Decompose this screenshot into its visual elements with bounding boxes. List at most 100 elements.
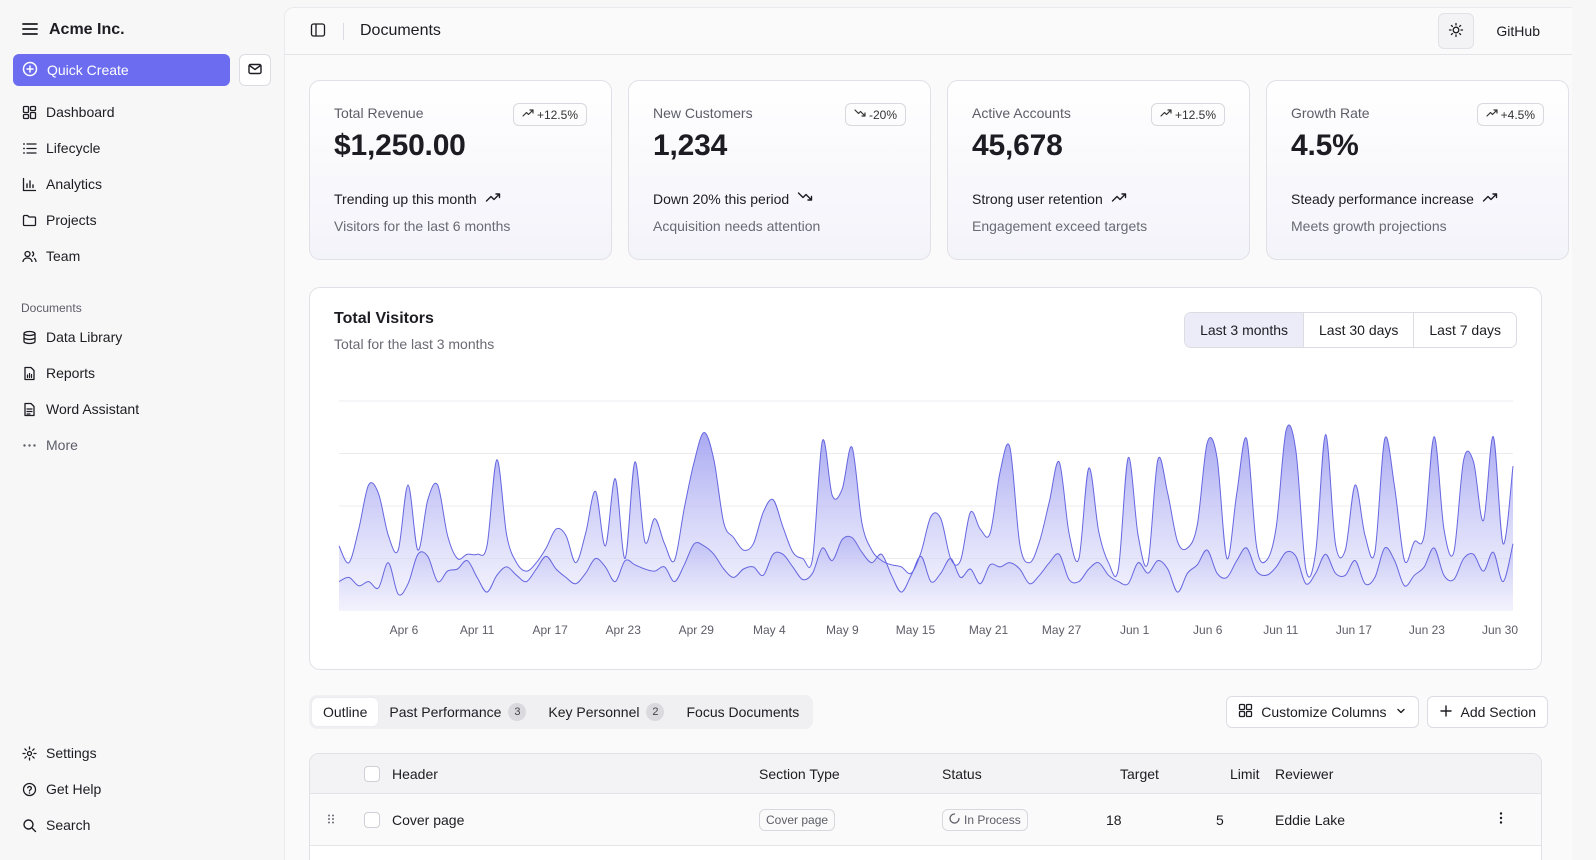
mail-icon: [247, 61, 263, 80]
tab-label: Outline: [323, 704, 368, 720]
status-badge: In Process: [942, 808, 1028, 831]
tab-key-personnel[interactable]: Key Personnel 2: [537, 698, 675, 726]
sidebar-item-label: Lifecycle: [46, 140, 101, 156]
trending-up-icon: [1111, 189, 1127, 208]
limit-value[interactable]: 5: [1216, 811, 1224, 828]
x-tick-label: Jun 17: [1336, 623, 1372, 637]
card-description: Engagement exceed targets: [972, 218, 1148, 234]
tab-outline[interactable]: Outline: [312, 698, 379, 726]
column-header[interactable]: Limit: [1230, 765, 1260, 782]
range-option-3-months[interactable]: Last 3 months: [1185, 313, 1303, 347]
visitors-area-chart: Apr 6 Apr 11 Apr 17 Apr 23 Apr 29 May 4 May 9 M…: [338, 400, 1518, 637]
card-footnote: Strong user retention: [972, 190, 1103, 207]
sidebar-item-label: Word Assistant: [46, 401, 140, 417]
customize-columns-label: Customize Columns: [1261, 704, 1387, 720]
card-label: Growth Rate: [1291, 105, 1370, 121]
card-footnote: Steady performance increase: [1291, 190, 1474, 207]
drag-handle[interactable]: [326, 794, 336, 845]
series-line: [338, 535, 1514, 596]
chart-title: Total Visitors: [334, 310, 434, 327]
sidebar-item-settings[interactable]: Settings: [13, 735, 271, 771]
sidebar-item-reports[interactable]: Reports: [13, 355, 271, 391]
tab-label: Focus Documents: [686, 704, 800, 720]
x-tick-label: Apr 11: [460, 623, 495, 637]
quick-create-label: Quick Create: [47, 62, 129, 78]
customize-columns-button[interactable]: Customize Columns: [1226, 696, 1419, 728]
x-tick-label: May 27: [1042, 623, 1082, 637]
sidebar-item-search[interactable]: Search: [13, 807, 271, 843]
sidebar-item-label: Data Library: [46, 329, 123, 345]
columns-icon: [1238, 703, 1253, 721]
more-horizontal-icon: [21, 437, 37, 453]
metric-card-customers: New Customers 1,234 -20% Down 20% this p…: [628, 80, 931, 260]
range-option-7-days[interactable]: Last 7 days: [1413, 313, 1516, 347]
column-header[interactable]: Header: [392, 765, 438, 782]
card-value: $1,250.00: [334, 129, 466, 162]
sidebar-toggle-button[interactable]: [309, 22, 327, 40]
reviewer-value[interactable]: Eddie Lake: [1275, 811, 1346, 828]
sidebar-toggle-icon: [310, 22, 326, 41]
brand[interactable]: Acme Inc.: [13, 16, 271, 44]
row-checkbox[interactable]: [364, 811, 380, 828]
column-header[interactable]: Section Type: [759, 765, 840, 782]
range-option-30-days[interactable]: Last 30 days: [1303, 313, 1413, 347]
tab-past-performance[interactable]: Past Performance 3: [378, 698, 537, 726]
sidebar-item-label: Settings: [46, 745, 97, 761]
sidebar-item-lifecycle[interactable]: Lifecycle: [13, 130, 271, 166]
trend-badge: +12.5%: [1150, 103, 1225, 126]
x-tick-label: May 21: [969, 623, 1009, 637]
x-tick-label: May 4: [753, 623, 786, 637]
sidebar-item-dashboard[interactable]: Dashboard: [13, 94, 271, 130]
x-tick-label: Apr 17: [532, 623, 568, 637]
card-description: Acquisition needs attention: [653, 218, 821, 234]
sidebar-item-label: Team: [46, 248, 81, 264]
sidebar-item-label: Dashboard: [46, 104, 115, 120]
card-value: 45,678: [972, 129, 1063, 162]
bar-chart-icon: [21, 176, 37, 192]
row-actions-button[interactable]: [1498, 794, 1504, 845]
sidebar-item-analytics[interactable]: Analytics: [13, 166, 271, 202]
select-all-checkbox[interactable]: [364, 765, 380, 782]
metric-card-revenue: Total Revenue $1,250.00 +12.5% Trending …: [309, 80, 612, 260]
quick-create-button[interactable]: Quick Create: [13, 54, 230, 86]
column-header[interactable]: Reviewer: [1275, 765, 1334, 782]
card-footnote: Down 20% this period: [653, 190, 790, 207]
inbox-button[interactable]: [239, 54, 271, 86]
sidebar-item-label: More: [46, 437, 78, 453]
chevron-down-icon: [1395, 704, 1407, 720]
tab-focus-documents[interactable]: Focus Documents: [675, 698, 810, 726]
row-select-cell: [364, 794, 380, 845]
sidebar-item-get-help[interactable]: Get Help: [13, 771, 271, 807]
card-label: Active Accounts: [972, 105, 1071, 121]
metric-card-accounts: Active Accounts 45,678 +12.5% Strong use…: [947, 80, 1250, 260]
search-icon: [21, 817, 37, 833]
target-value[interactable]: 18: [1106, 811, 1122, 828]
theme-toggle-button[interactable]: [1438, 13, 1475, 49]
gear-icon: [21, 745, 37, 761]
trending-up-icon: [485, 189, 501, 208]
row-header[interactable]: Cover page: [392, 811, 465, 828]
sidebar-item-label: Reports: [46, 365, 96, 381]
brand-name: Acme Inc.: [49, 21, 125, 38]
sidebar-item-data-library[interactable]: Data Library: [13, 319, 271, 355]
column-header[interactable]: Status: [942, 765, 982, 782]
add-section-button[interactable]: Add Section: [1426, 696, 1548, 728]
card-footnote: Trending up this month: [334, 190, 477, 207]
github-link[interactable]: GitHub: [1496, 23, 1540, 39]
metric-card-growth: Growth Rate 4.5% +4.5% Steady performanc…: [1266, 80, 1569, 260]
tab-label: Key Personnel: [548, 704, 640, 720]
sidebar-item-team[interactable]: Team: [13, 238, 271, 274]
column-header[interactable]: Target: [1120, 765, 1159, 782]
sidebar-item-more[interactable]: More: [13, 427, 271, 463]
card-description: Meets growth projections: [1291, 218, 1447, 234]
sidebar-item-word-assistant[interactable]: Word Assistant: [13, 391, 271, 427]
menu-icon: [21, 20, 39, 41]
series-line: [338, 424, 1514, 578]
dashboard-icon: [21, 104, 37, 120]
status-cell: In Process: [942, 794, 1028, 845]
badge-value: +12.5%: [536, 107, 578, 122]
x-tick-label: Apr 29: [679, 623, 715, 637]
card-description: Visitors for the last 6 months: [334, 218, 511, 234]
sidebar-item-projects[interactable]: Projects: [13, 202, 271, 238]
